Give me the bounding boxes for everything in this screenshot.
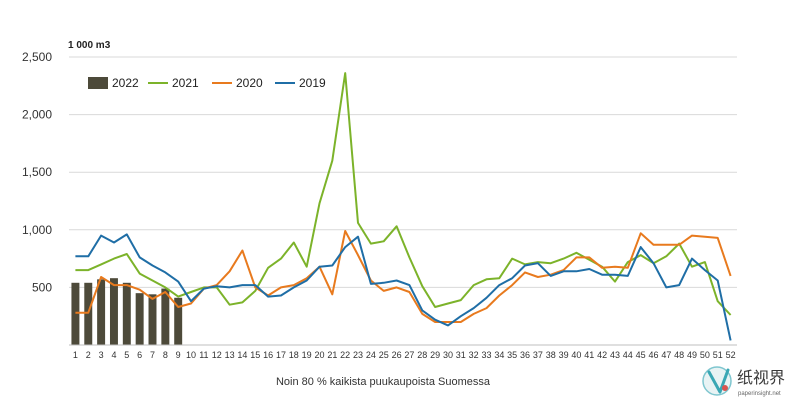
x-tick-label: 14: [237, 350, 247, 360]
x-tick-label: 25: [379, 350, 389, 360]
x-tick-label: 26: [392, 350, 402, 360]
legend: 2022 2021 2020 2019: [88, 76, 326, 90]
x-tick-label: 15: [250, 350, 260, 360]
x-tick-label: 19: [302, 350, 312, 360]
unit-label: 1 000 m3: [68, 40, 111, 51]
x-tick-label: 37: [533, 350, 543, 360]
x-tick-label: 36: [520, 350, 530, 360]
bar-2022: [84, 282, 93, 345]
bar-2022: [71, 282, 80, 345]
y-tick-label: 1,500: [22, 165, 52, 179]
watermark: 纸视界 paperinsight.net: [702, 366, 785, 397]
x-tick-label: 5: [124, 350, 129, 360]
x-axis-ticks: 1 2 3 4 5 6 7 8 9 10 11 12 13 14 15 16 17 18 19 20 21 22 23 24 2…: [73, 350, 736, 360]
x-tick-label: 51: [713, 350, 723, 360]
x-tick-label: 6: [137, 350, 142, 360]
legend-label-2022: 2022: [112, 76, 139, 90]
x-tick-label: 13: [225, 350, 235, 360]
chart-caption: Noin 80 % kaikista puukaupoista Suomessa: [276, 376, 491, 388]
x-tick-label: 40: [571, 350, 581, 360]
series-line-2020: [75, 230, 732, 323]
bar-2022: [109, 278, 118, 345]
series-lines: [75, 72, 732, 341]
x-tick-label: 30: [443, 350, 453, 360]
bars-2022: [71, 278, 183, 345]
y-tick-label: 2,000: [22, 108, 52, 122]
x-tick-label: 11: [199, 350, 208, 360]
bar-2022: [135, 293, 144, 345]
watermark-text: 纸视界: [737, 368, 785, 387]
y-tick-label: 500: [32, 280, 52, 294]
watermark-url: paperinsight.net: [738, 391, 781, 397]
gridlines: [69, 56, 737, 288]
x-tick-label: 23: [353, 350, 363, 360]
x-tick-label: 7: [150, 350, 155, 360]
x-tick-label: 24: [366, 350, 376, 360]
y-tick-label: 1,000: [22, 223, 52, 237]
x-tick-label: 8: [163, 350, 168, 360]
x-tick-label: 1: [73, 350, 78, 360]
x-tick-label: 20: [314, 350, 324, 360]
x-tick-label: 50: [700, 350, 710, 360]
x-tick-label: 52: [726, 350, 736, 360]
x-tick-label: 3: [99, 350, 104, 360]
x-tick-label: 17: [276, 350, 286, 360]
x-tick-label: 29: [430, 350, 440, 360]
y-axis-ticks: 500 1,000 1,500 2,000 2,500: [22, 50, 52, 294]
legend-label-2020: 2020: [236, 76, 263, 90]
x-tick-label: 31: [456, 350, 466, 360]
legend-label-2021: 2021: [172, 76, 199, 90]
paperinsight-logo-icon: [702, 366, 732, 396]
x-tick-label: 16: [263, 350, 273, 360]
x-tick-label: 12: [212, 350, 222, 360]
x-tick-label: 48: [674, 350, 684, 360]
x-tick-label: 32: [469, 350, 479, 360]
x-tick-label: 22: [340, 350, 350, 360]
x-tick-label: 39: [559, 350, 569, 360]
series-line-2021: [75, 72, 732, 316]
x-tick-label: 10: [186, 350, 196, 360]
bar-2022: [97, 279, 106, 345]
legend-swatch-2022: [88, 77, 108, 89]
x-tick-label: 35: [507, 350, 517, 360]
x-tick-label: 45: [636, 350, 646, 360]
bar-2022: [174, 297, 183, 345]
x-tick-label: 33: [481, 350, 491, 360]
x-tick-label: 41: [584, 350, 594, 360]
x-tick-label: 18: [289, 350, 299, 360]
x-tick-label: 42: [597, 350, 607, 360]
x-tick-label: 4: [111, 350, 116, 360]
x-tick-label: 43: [610, 350, 620, 360]
x-tick-label: 44: [623, 350, 633, 360]
legend-label-2019: 2019: [299, 76, 326, 90]
series-line-2019: [75, 233, 732, 341]
bar-2022: [148, 294, 157, 345]
x-tick-label: 46: [648, 350, 658, 360]
x-tick-label: 49: [687, 350, 697, 360]
x-tick-label: 9: [176, 350, 181, 360]
x-tick-label: 47: [661, 350, 671, 360]
x-tick-label: 2: [86, 350, 91, 360]
y-tick-label: 2,500: [22, 50, 52, 64]
bar-2022: [161, 288, 170, 345]
x-tick-label: 28: [417, 350, 427, 360]
bar-2022: [122, 282, 131, 345]
x-tick-label: 38: [546, 350, 556, 360]
x-tick-label: 27: [404, 350, 414, 360]
x-tick-label: 34: [494, 350, 504, 360]
x-tick-label: 21: [327, 350, 337, 360]
